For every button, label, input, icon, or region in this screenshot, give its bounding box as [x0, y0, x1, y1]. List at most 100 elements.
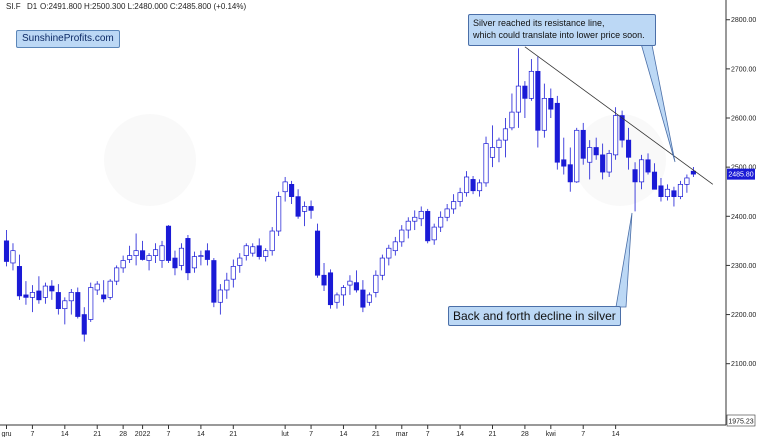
y-tick-label: 2400.00 [731, 214, 756, 221]
candle-body-up [146, 255, 152, 261]
x-tick-label: gru [1, 431, 11, 437]
candle-body-down [600, 154, 606, 173]
candle-body-up [483, 143, 489, 184]
candle-body-down [567, 164, 573, 183]
candle-body-up [114, 267, 120, 282]
candle-body-down [23, 294, 29, 298]
x-tick-label: 14 [612, 431, 620, 437]
candle-body-down [308, 206, 314, 211]
candle-body-down [619, 115, 625, 141]
candle-body-up [127, 255, 133, 260]
candle-body-down [165, 225, 172, 261]
candle-body-up [10, 250, 16, 264]
candle-body-up [217, 289, 223, 303]
y-tick-label: 2600.00 [731, 116, 756, 123]
candle-body-down [81, 314, 87, 335]
last-price-label: 2485.80 [728, 172, 753, 179]
candle-body-down [327, 272, 334, 306]
last-price-box [727, 168, 755, 180]
candle-body-up [191, 256, 197, 269]
candle-body-down [140, 250, 146, 260]
candle-body-up [107, 280, 113, 298]
x-tick-label: 7 [309, 431, 313, 437]
candle-body-up [496, 139, 502, 148]
candle-body-down [314, 230, 321, 276]
candle-body-up [412, 216, 418, 222]
candle-body-down [554, 102, 560, 163]
candle-body-up [237, 257, 243, 266]
resistance-annotation: Silver reached its resistance line, whic… [468, 14, 656, 46]
candle-body-up [373, 274, 379, 293]
candle-body-up [664, 188, 671, 197]
x-tick-label: 7 [30, 431, 34, 437]
candle-body-down [3, 240, 10, 262]
price-axis: 2100.00 2200.00 2300.00 2400.00 2500.00 2600.… [726, 17, 756, 368]
y-tick-label: 2500.00 [731, 165, 756, 172]
candle-body-down [321, 274, 327, 286]
watermark-logo [104, 114, 666, 206]
candle-body-up [379, 257, 385, 276]
candle-body-down [55, 292, 61, 310]
candle-body-down [690, 170, 696, 175]
candle-body-down [204, 250, 210, 260]
resistance-line [524, 46, 714, 185]
candle-body-up [334, 294, 340, 303]
candle-body-up [159, 245, 165, 261]
candle-body-up [340, 287, 347, 296]
x-tick-label: 7 [167, 431, 171, 437]
candle-body-up [438, 216, 444, 228]
x-tick-label: 7 [581, 431, 585, 437]
candle-body-down [470, 179, 476, 192]
candle-body-up [638, 159, 645, 183]
candle-body-up [489, 147, 496, 158]
candle-body-down [295, 196, 301, 217]
header-timeframe: D1 [27, 2, 38, 11]
candle-body-up [88, 287, 94, 320]
candle-body-up [502, 128, 509, 141]
candle-body-down [353, 282, 359, 291]
x-tick-label: lut [281, 431, 288, 437]
time-axis: gru 7 14 21 28 2022 7 14 21 lut 7 14 21 mar 7 14 21 28 kwi… [1, 425, 620, 437]
candle-body-down [256, 245, 262, 257]
candle-body-up [198, 255, 204, 257]
price-bottom-box [726, 414, 756, 427]
last-price-marker: 2485.80 [727, 168, 755, 180]
candle-body-up [94, 283, 100, 291]
x-tick-label: 28 [521, 431, 529, 437]
y-tick-label: 2200.00 [731, 312, 756, 319]
candle-body-down [593, 147, 599, 156]
candle-body-up [587, 147, 593, 163]
candle-body-up [677, 183, 683, 197]
candle-body-down [172, 257, 178, 269]
candle-body-up [243, 245, 249, 256]
resistance-annotation-line1: Silver reached its resistance line, [473, 18, 605, 28]
candle-body-up [418, 211, 424, 220]
candle-body-up [464, 176, 470, 194]
candle-body-down [16, 266, 23, 297]
x-tick-label: 14 [456, 431, 464, 437]
candle-body-down [561, 159, 567, 167]
candle-body-up [366, 294, 372, 303]
candle-body-up [68, 292, 74, 302]
candle-body-up [347, 280, 353, 286]
candle-body-down [49, 285, 55, 292]
x-tick-label: kwi [546, 431, 557, 437]
candle-body-up [451, 201, 457, 210]
x-tick-label: 14 [197, 431, 205, 437]
candle-body-up [62, 300, 68, 310]
candle-body-up [282, 181, 288, 193]
candle-body-down [289, 183, 295, 197]
candle-body-up [133, 250, 139, 256]
y-tick-label: 2700.00 [731, 66, 756, 73]
candle-body-up [302, 206, 308, 212]
candle-body-up [263, 250, 269, 257]
candle-body-up [152, 249, 159, 256]
x-tick-label: 21 [372, 431, 380, 437]
candle-body-down [626, 139, 632, 158]
decline-annotation: Back and forth decline in silver [448, 306, 621, 326]
candle-body-up [29, 292, 35, 298]
resistance-annotation-line2: which could translate into lower price s… [473, 30, 645, 40]
price-bottom-marker: 1975.23 [726, 414, 756, 427]
